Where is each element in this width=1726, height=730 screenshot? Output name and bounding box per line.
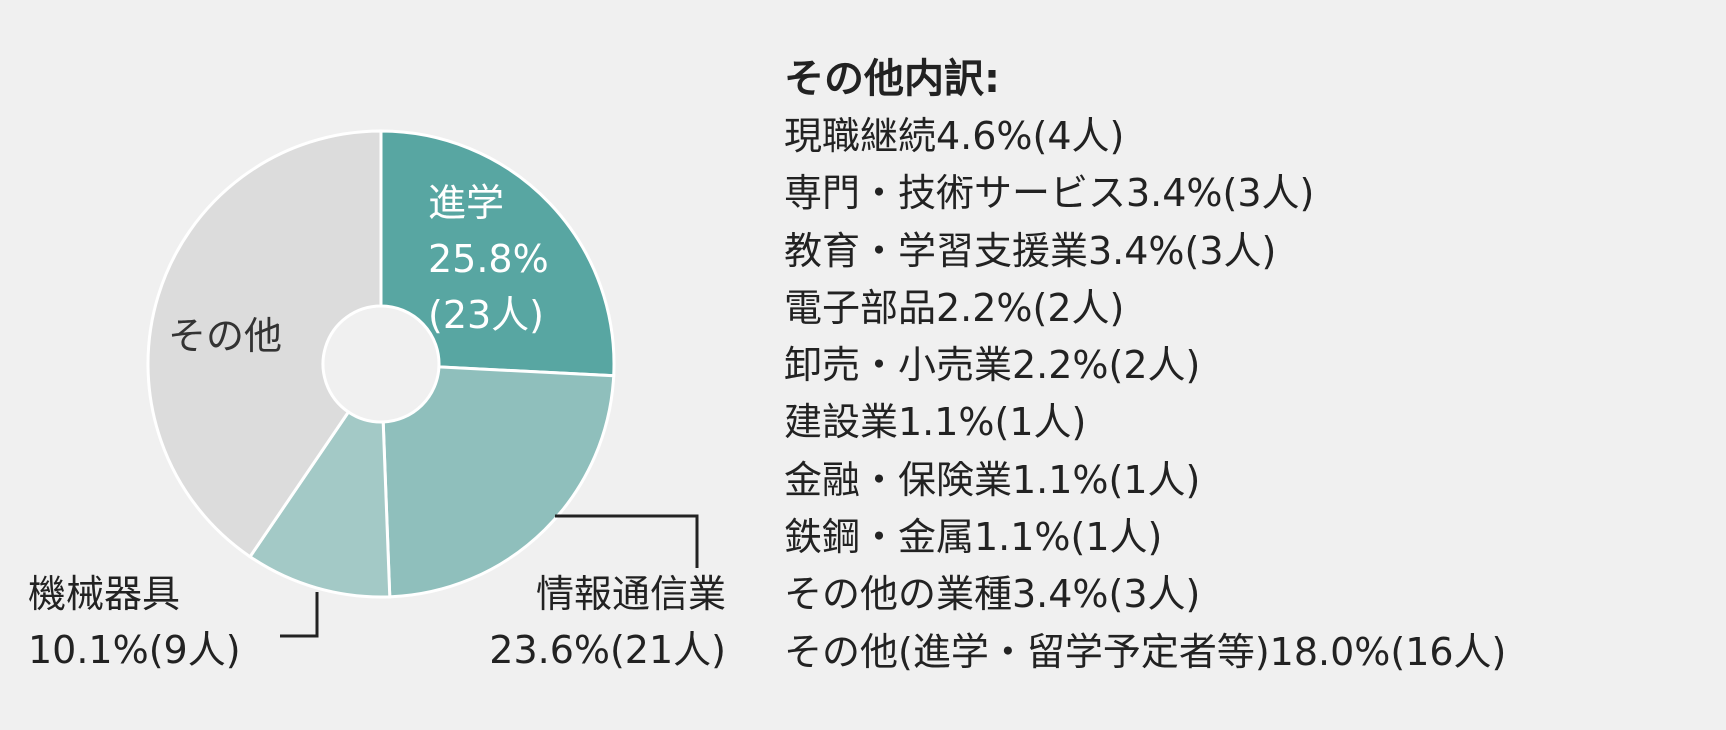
slice-label-shingaku-count: (23人): [428, 293, 545, 337]
slice-label-kikai-name: 機械器具: [28, 572, 181, 616]
slice-label-kikai: 機械器具 10.1%(9人): [28, 566, 241, 678]
leader-line-kikai: [280, 592, 319, 638]
donut-slices: [146, 129, 616, 599]
breakdown-item: 金融・保険業1.1%(1人): [784, 457, 1201, 502]
breakdown-item: 教育・学習支援業3.4%(3人): [784, 228, 1277, 273]
leader-line-joho: [555, 514, 699, 568]
breakdown-item: 卸売・小売業2.2%(2人): [784, 343, 1201, 388]
breakdown-list: 現職継続4.6%(4人) 専門・技術サービス3.4%(3人) 教育・学習支援業3.4…: [784, 108, 1506, 681]
slice-label-shingaku: 進学 25.8% (23人): [428, 175, 549, 343]
breakdown-item: 専門・技術サービス3.4%(3人): [784, 171, 1315, 216]
breakdown-item: その他(進学・留学予定者等)18.0%(16人): [784, 629, 1507, 674]
breakdown-title: その他内訳:: [784, 56, 1000, 102]
breakdown-item: 建設業1.1%(1人): [784, 400, 1087, 445]
breakdown-item: 鉄鋼・金属1.1%(1人): [784, 515, 1163, 560]
slice-sonota: [146, 129, 383, 559]
breakdown-item: その他の業種3.4%(3人): [784, 572, 1201, 617]
breakdown-item: 現職継続4.6%(4人): [784, 114, 1125, 158]
slice-joho: [381, 365, 616, 599]
other-breakdown: その他内訳: 現職継続4.6%(4人) 専門・技術サービス3.4%(3人) 教育・学…: [784, 50, 1506, 681]
slice-label-sonota-name: その他: [168, 314, 283, 358]
slice-label-sonota: その他: [168, 308, 282, 364]
slice-shingaku: [379, 129, 616, 378]
slice-label-joho-value: 23.6%(21人): [489, 628, 726, 672]
slice-label-joho: 情報通信業 23.6%(21人): [489, 566, 726, 678]
slice-kikai: [247, 409, 392, 599]
slice-label-kikai-value: 10.1%(9人): [28, 628, 241, 672]
slice-label-shingaku-percent: 25.8%: [428, 237, 549, 281]
slice-label-joho-name: 情報通信業: [535, 572, 726, 616]
slice-label-shingaku-name: 進学: [428, 181, 505, 225]
breakdown-item: 電子部品2.2%(2人): [784, 285, 1125, 330]
